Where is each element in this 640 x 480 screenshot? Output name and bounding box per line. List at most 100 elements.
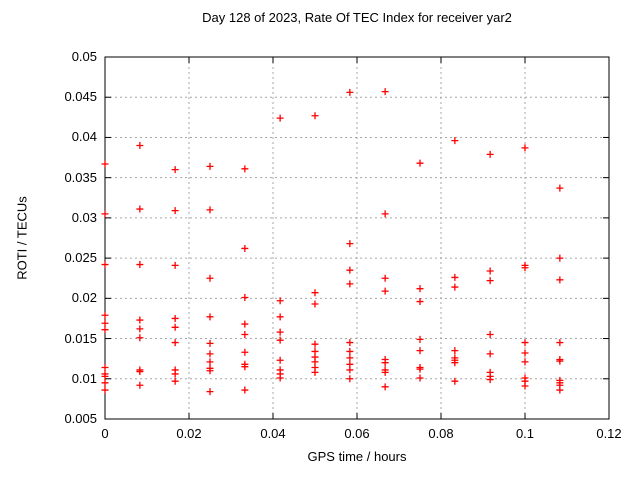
- data-point-marker: [206, 162, 214, 170]
- data-point-marker: [171, 261, 179, 269]
- data-point-marker: [346, 375, 354, 383]
- data-point-marker: [171, 207, 179, 215]
- data-point-marker: [451, 137, 459, 145]
- data-point-marker: [521, 358, 529, 366]
- data-point-marker: [416, 365, 424, 373]
- data-point-marker: [206, 358, 214, 366]
- data-point-marker: [136, 261, 144, 269]
- data-point-marker: [206, 206, 214, 214]
- data-point-marker: [416, 335, 424, 343]
- y-tick-label: 0.025: [64, 250, 97, 266]
- y-tick-label: 0.045: [64, 89, 97, 105]
- data-point-marker: [346, 88, 354, 96]
- data-point-marker: [416, 298, 424, 306]
- data-point-marker: [276, 313, 284, 321]
- data-point-marker: [381, 210, 389, 218]
- y-tick-label: 0.04: [71, 129, 97, 145]
- data-point-marker: [136, 141, 144, 149]
- data-point-marker: [136, 368, 144, 376]
- x-tick-label: 0.1: [515, 426, 535, 441]
- data-point-marker: [276, 114, 284, 122]
- data-point-marker: [381, 359, 389, 367]
- data-point-marker: [346, 266, 354, 274]
- data-point-marker: [311, 112, 319, 120]
- data-point-marker: [101, 311, 109, 319]
- data-point-marker: [206, 274, 214, 282]
- y-tick-label: 0.02: [71, 290, 97, 306]
- data-point-marker: [101, 319, 109, 327]
- data-point-marker: [241, 244, 249, 252]
- y-tick-label: 0.05: [71, 49, 97, 64]
- tick-marks: [104, 56, 610, 420]
- data-point-marker: [241, 348, 249, 356]
- data-point-marker: [346, 347, 354, 355]
- data-point-marker: [521, 264, 529, 272]
- x-tick-label: 0: [101, 426, 109, 441]
- data-point-marker: [416, 347, 424, 355]
- data-point-marker: [171, 323, 179, 331]
- data-point-marker: [101, 160, 109, 168]
- data-point-marker: [311, 289, 319, 297]
- data-point-marker: [521, 349, 529, 357]
- data-point-marker: [171, 370, 179, 378]
- data-points: [101, 88, 564, 396]
- x-tick-label: 0.08: [428, 426, 454, 441]
- data-point-marker: [486, 376, 494, 384]
- data-point-marker: [416, 374, 424, 382]
- data-point-marker: [101, 372, 109, 380]
- data-point-marker: [451, 273, 459, 281]
- data-point-marker: [206, 388, 214, 396]
- data-point-marker: [136, 381, 144, 389]
- data-point-marker: [171, 166, 179, 174]
- data-point-marker: [486, 277, 494, 285]
- data-point-marker: [101, 210, 109, 218]
- data-point-marker: [346, 280, 354, 288]
- data-point-marker: [136, 205, 144, 213]
- y-axis-label: ROTI / TECUs: [14, 196, 30, 280]
- data-point-marker: [276, 297, 284, 305]
- data-point-marker: [381, 368, 389, 376]
- x-axis-label: GPS time / hours: [307, 449, 407, 464]
- data-point-marker: [101, 364, 109, 372]
- x-tick-label: 0.04: [260, 426, 286, 441]
- data-point-marker: [101, 386, 109, 394]
- data-point-marker: [241, 165, 249, 173]
- data-point-marker: [171, 314, 179, 322]
- data-point-marker: [486, 267, 494, 275]
- data-point-marker: [241, 294, 249, 302]
- data-point-marker: [381, 287, 389, 295]
- data-point-marker: [451, 283, 459, 291]
- data-point-marker: [486, 331, 494, 339]
- data-point-marker: [276, 356, 284, 364]
- data-point-marker: [486, 350, 494, 358]
- data-point-marker: [451, 359, 459, 367]
- data-point-marker: [206, 350, 214, 358]
- data-point-marker: [311, 300, 319, 308]
- y-tick-label: 0.01: [71, 370, 97, 386]
- data-point-marker: [136, 325, 144, 333]
- data-point-marker: [346, 240, 354, 248]
- data-point-marker: [556, 184, 564, 192]
- data-point-marker: [276, 374, 284, 382]
- data-point-marker: [486, 150, 494, 158]
- data-point-marker: [206, 313, 214, 321]
- x-tick-label: 0.02: [176, 426, 202, 441]
- data-point-marker: [556, 357, 564, 365]
- data-point-marker: [451, 347, 459, 355]
- y-tick-label: 0.03: [71, 209, 97, 225]
- chart-title: Day 128 of 2023, Rate Of TEC Index for r…: [202, 10, 512, 25]
- data-point-marker: [556, 254, 564, 262]
- data-point-marker: [136, 334, 144, 342]
- data-point-marker: [241, 363, 249, 371]
- data-point-marker: [381, 88, 389, 96]
- data-point-marker: [556, 276, 564, 284]
- x-tick-label: 0.06: [344, 426, 370, 441]
- data-point-marker: [241, 320, 249, 328]
- data-point-marker: [171, 377, 179, 385]
- data-point-marker: [521, 382, 529, 390]
- data-point-marker: [521, 339, 529, 347]
- data-point-marker: [346, 354, 354, 362]
- data-point-marker: [416, 285, 424, 293]
- data-point-marker: [521, 144, 529, 152]
